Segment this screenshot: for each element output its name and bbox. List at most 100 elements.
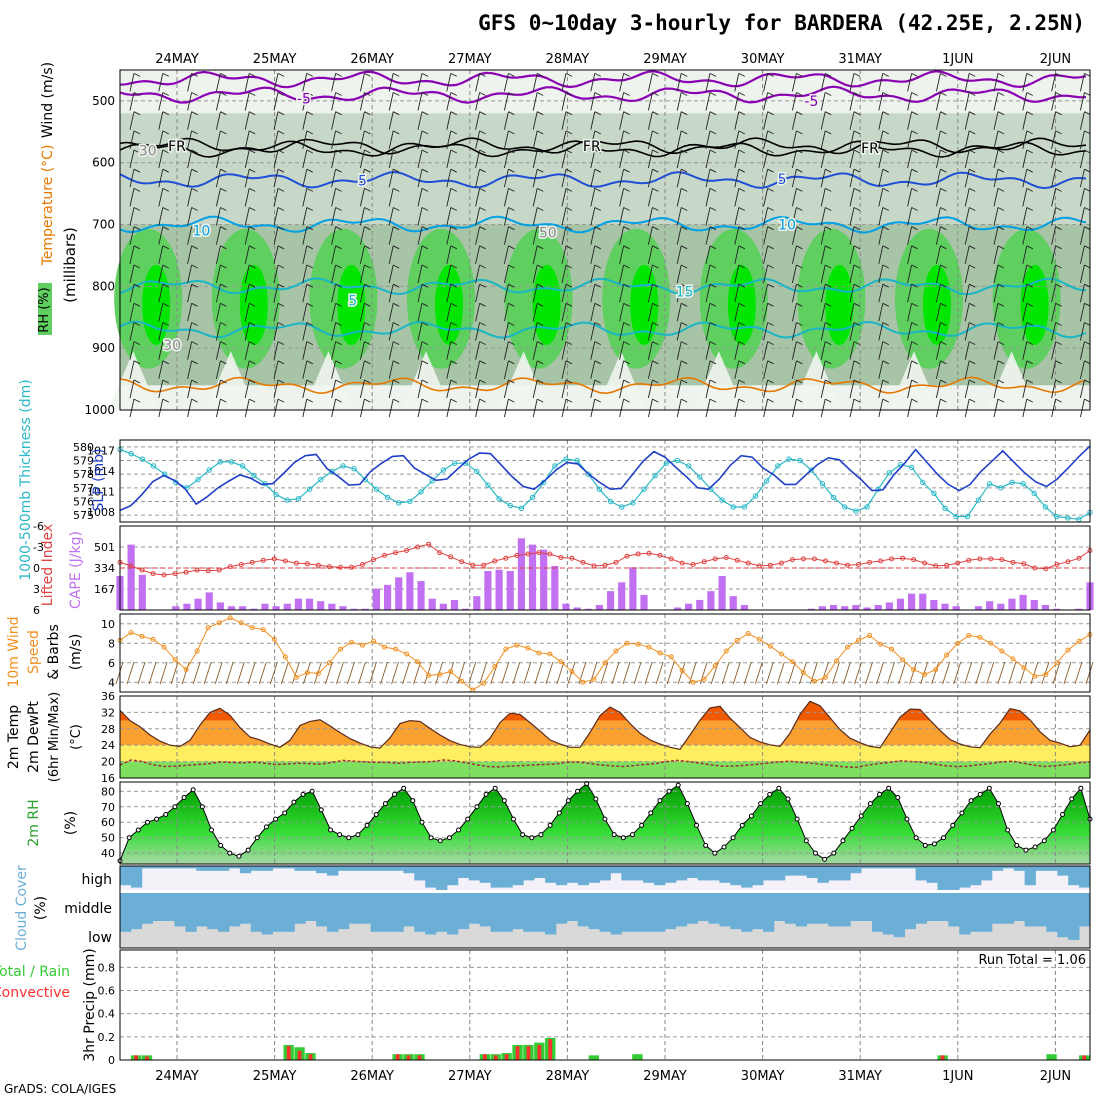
wind-barb (273, 92, 279, 111)
wind-barb (1022, 303, 1028, 322)
wind-speed-point (1010, 656, 1016, 662)
wind-barb (388, 73, 394, 92)
wind-barb (475, 92, 481, 111)
wind-barb (1079, 188, 1085, 207)
wind-barb-flag (796, 149, 803, 154)
wind-barb (1051, 130, 1057, 149)
wind-barb-flag (133, 149, 141, 154)
rh-point (437, 838, 443, 844)
wind-barb-flag (796, 379, 803, 384)
cloud-level-label: low (88, 930, 112, 946)
cloud-cover-bar (185, 893, 197, 921)
wind-barb-flag (652, 398, 659, 403)
wind-barb-flag (421, 111, 429, 116)
wind-barb-flag (680, 302, 688, 307)
wind-barb-flag (882, 130, 890, 135)
wind-barb-flag (191, 264, 198, 269)
wind-barb-flag (392, 111, 400, 116)
wind-barb (935, 207, 941, 226)
wind-barb-flag (335, 245, 342, 250)
wind-barb (302, 264, 308, 284)
rh-point (199, 804, 205, 810)
wind-barb-flag (191, 226, 198, 231)
wind-barb-flag (421, 226, 429, 231)
wind-barb-flag (191, 379, 198, 384)
wind-barb (878, 322, 884, 341)
bottom-date-label: 29MAY (643, 1069, 687, 1084)
wind-barb-flag (335, 341, 342, 346)
surface-wind-barb (843, 661, 851, 685)
wind-barb (561, 73, 567, 92)
wind-barb-flag (824, 72, 832, 77)
wind-barb (1022, 92, 1028, 111)
li-point (360, 562, 365, 567)
thickness-point (1053, 513, 1060, 520)
wind-barb-flag (911, 149, 918, 154)
wind-barb-flag (940, 226, 947, 231)
wind-barb-flag (594, 360, 602, 365)
wind-barb (388, 207, 394, 226)
li-point (503, 555, 509, 561)
wind-barb (331, 169, 337, 188)
top-date-label: 28MAY (546, 52, 590, 67)
wind-barb-flag (997, 149, 1005, 154)
cape-bar (227, 606, 236, 610)
cloud-cover-bar (915, 921, 927, 924)
wind-barb-flag (652, 322, 659, 326)
wind-barb-flag (450, 187, 458, 192)
wind-barb-flag (911, 302, 918, 307)
temp-tick-label: 32 (101, 706, 115, 719)
wind-barb-flag (421, 187, 429, 192)
cloud-cover-bar (392, 866, 404, 871)
wind-barb (1022, 322, 1028, 341)
temp-tick-label: 20 (101, 756, 115, 769)
wind-barb (244, 303, 250, 322)
thickness-point (474, 468, 480, 475)
wind-speed-point (437, 671, 443, 677)
rh-point (694, 822, 700, 828)
wind-barb (244, 111, 250, 130)
wind-barb-flag (306, 245, 314, 250)
wind-barb-flag (767, 92, 774, 96)
wind-barb (935, 73, 941, 92)
cloud-cover-bar (490, 866, 502, 888)
wind-barb (878, 226, 884, 245)
wind-barb (907, 111, 913, 130)
wind-barb-flag (133, 111, 141, 116)
cloud-cover-bar (228, 921, 241, 927)
cloud-cover-bar (294, 921, 306, 924)
wind-barb (244, 341, 250, 360)
wind-barb-flag (738, 130, 746, 135)
wind-barb-flag (162, 187, 170, 192)
cloud-cover-bar (425, 893, 437, 921)
surface-wind-barb (247, 661, 256, 685)
wind-barb (215, 92, 221, 111)
wind-barb-flag (824, 187, 832, 192)
wind-barb (878, 284, 884, 303)
cape-bar (696, 599, 704, 610)
wind-barb-flag (508, 207, 515, 211)
wind-barb-flag (133, 341, 141, 346)
wind-barb-flag (277, 111, 285, 116)
wind-barb-flag (335, 72, 342, 77)
wind-barb-flag (364, 168, 371, 173)
wind-barb-flag (306, 149, 314, 154)
wind-barb-flag (1084, 149, 1091, 154)
cloud-cover-bar (664, 866, 677, 883)
li-tick-label: 3 (33, 583, 40, 596)
surface-wind-barb (457, 661, 466, 685)
wind-barb (1051, 322, 1057, 341)
wind-barb-flag (968, 168, 976, 173)
cape-bar (852, 604, 860, 610)
wind-speed-point (216, 620, 222, 626)
wind-barb (878, 73, 884, 92)
wind-barb-flag (882, 207, 890, 211)
wind-barb (763, 341, 769, 360)
wind-barb (129, 111, 135, 130)
run-total-annotation: Run Total = 1.06 (978, 953, 1086, 968)
wind-barb-flag (277, 398, 285, 403)
cloud-cover-bar (545, 893, 557, 921)
wind-barb (244, 73, 250, 92)
wind-barb (475, 379, 481, 399)
wind-barb (532, 322, 538, 341)
